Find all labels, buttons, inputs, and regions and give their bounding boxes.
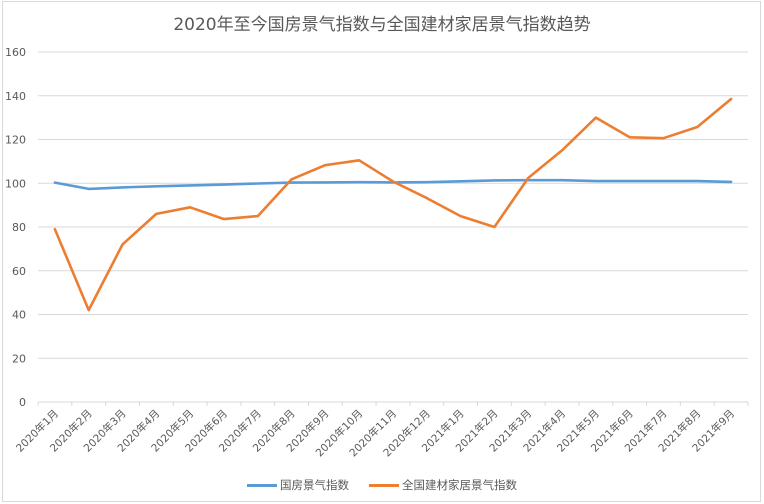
y-tick-label: 40 [12,309,26,322]
y-tick-label: 140 [5,90,26,103]
y-tick-label: 60 [12,265,26,278]
y-tick-label: 100 [5,177,26,190]
y-tick-label: 0 [19,396,26,409]
legend-item-building-materials: 全国建材家居景气指数 [369,477,517,493]
y-tick-label: 80 [12,221,26,234]
legend: 国房景气指数 全国建材家居景气指数 [0,477,764,493]
series-line-building-materials [53,97,733,312]
legend-swatch-blue [247,483,277,487]
y-tick-label: 20 [12,352,26,365]
legend-label: 国房景气指数 [280,478,349,492]
y-tick-label: 160 [5,46,26,59]
legend-item-national-housing: 国房景气指数 [247,477,349,493]
y-tick-label: 120 [5,134,26,147]
legend-swatch-orange [369,483,399,487]
chart-title: 2020年至今国房景气指数与全国建材家居景气指数趋势 [173,15,591,35]
legend-label: 全国建材家居景气指数 [402,478,517,492]
